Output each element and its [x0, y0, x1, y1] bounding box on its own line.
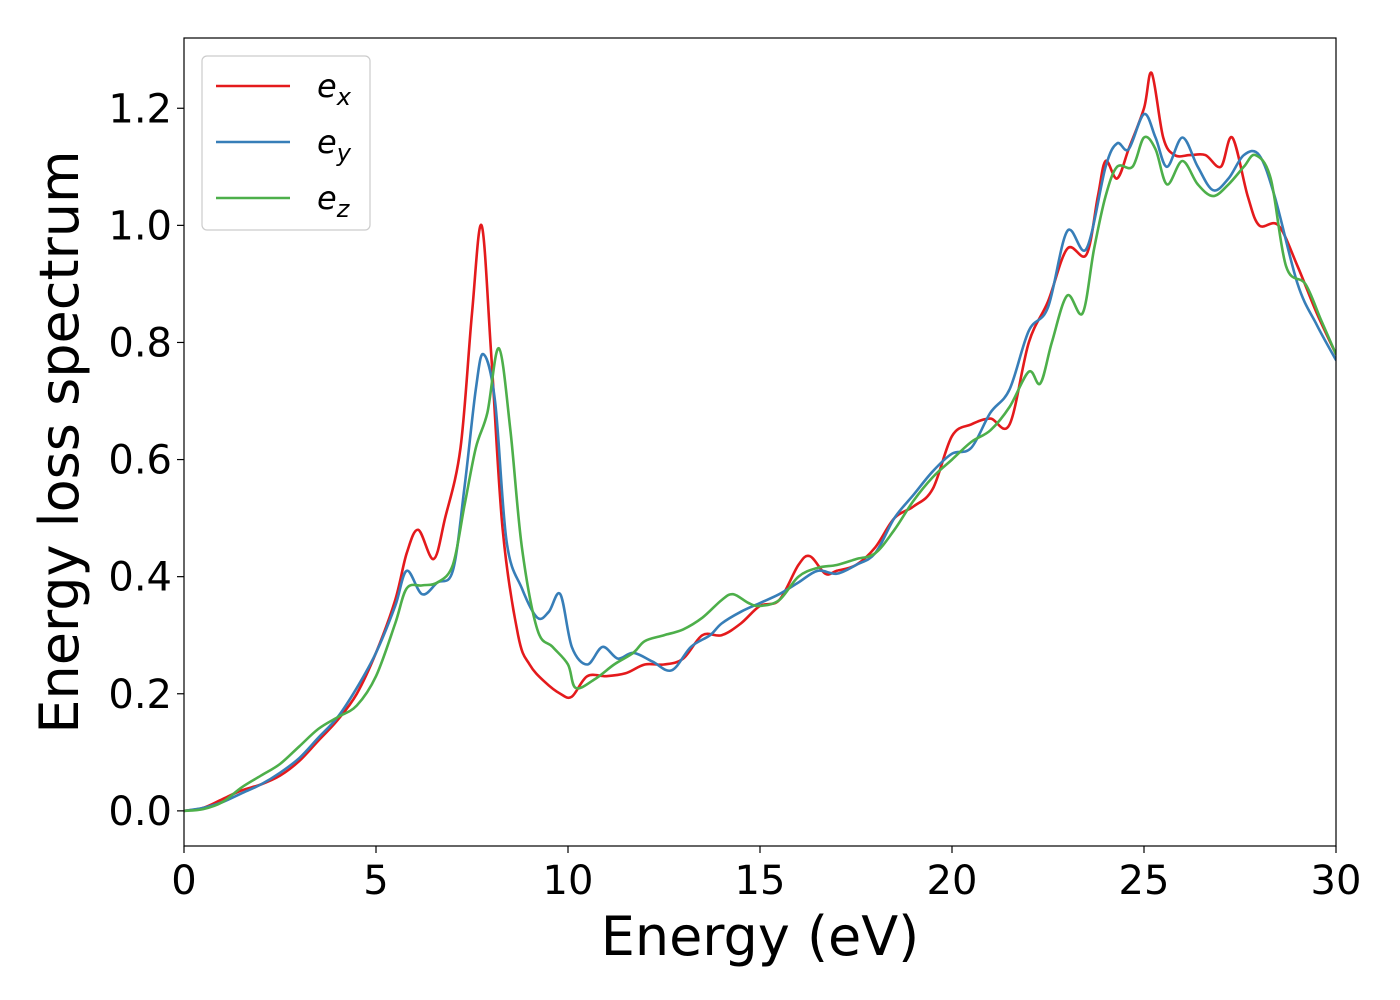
legend-label-e-y: ey — [317, 123, 352, 167]
x-tick-label: 25 — [1119, 858, 1170, 904]
y-tick-label: 1.0 — [108, 203, 172, 249]
legend-label-e-x: ex — [317, 67, 352, 111]
series-line-e-z — [184, 135, 1336, 813]
x-tick-label: 20 — [927, 858, 978, 904]
series-layer — [184, 71, 1336, 813]
y-tick-label: 0.8 — [108, 320, 172, 366]
x-axis-label: Energy (eV) — [601, 905, 920, 968]
ticks-layer: 0 5 10 15 20 25 30 0.0 0.2 0.4 0.6 0.8 1.0 1.2 — [108, 86, 1361, 904]
y-tick-label: 0.2 — [108, 672, 172, 718]
x-tick-label: 15 — [735, 858, 786, 904]
y-tick-label: 0.6 — [108, 438, 172, 484]
x-tick-label: 5 — [363, 858, 388, 904]
series-line-e-x — [184, 71, 1336, 813]
y-axis-label: Energy loss spectrum — [28, 150, 91, 733]
y-tick-label: 1.2 — [108, 86, 172, 132]
legend: ex ey ez — [201, 55, 371, 231]
x-tick-label: 0 — [171, 858, 196, 904]
x-tick-label: 10 — [543, 858, 594, 904]
y-tick-label: 0.4 — [108, 555, 172, 601]
x-tick-label: 30 — [1311, 858, 1362, 904]
y-tick-label: 0.0 — [108, 789, 172, 835]
legend-label-e-z: ez — [317, 179, 351, 223]
series-line-e-y — [184, 112, 1336, 813]
